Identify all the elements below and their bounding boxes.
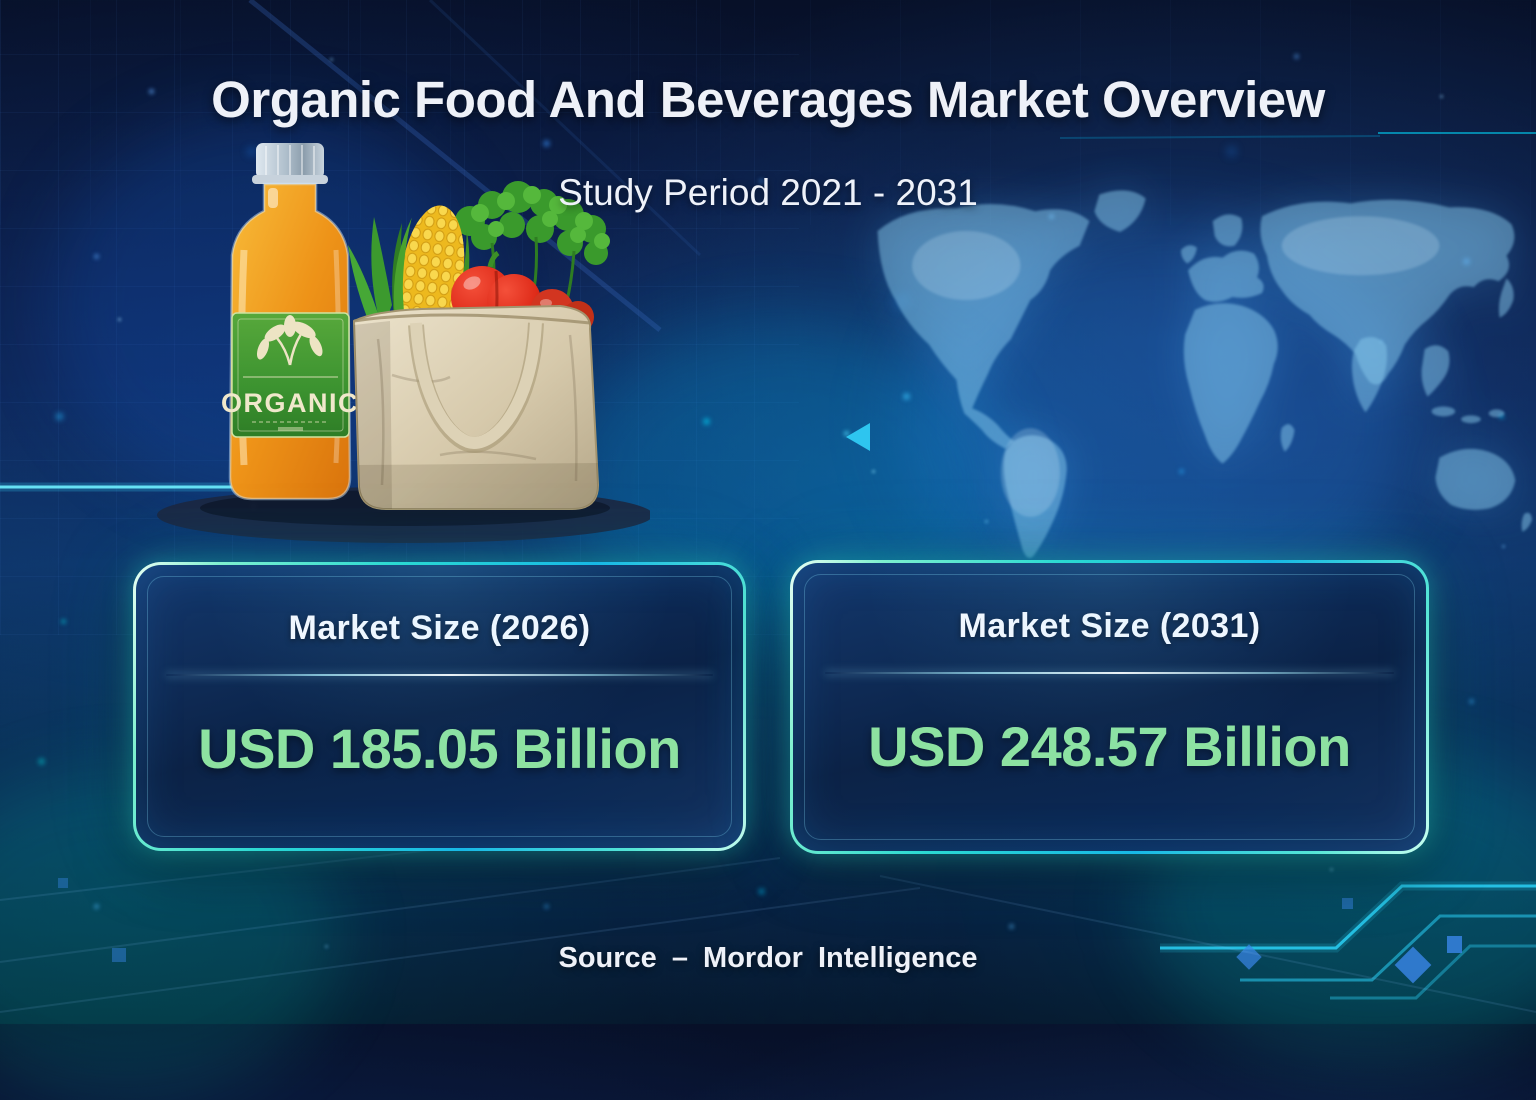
world-map-graphic (877, 190, 1533, 558)
card-value: USD 248.57 Billion (868, 715, 1351, 778)
market-size-2031-card: Market Size (2031) USD 248.57 Billion (790, 560, 1429, 854)
page-title: Organic Food And Beverages Market Overvi… (211, 71, 1325, 128)
study-period-subtitle: Study Period 2021 - 2031 (558, 172, 978, 213)
source-text: Source – Mordor Intelligence (558, 942, 978, 974)
blue-glow (900, 220, 1420, 620)
card-value: USD 185.05 Billion (198, 717, 681, 780)
market-size-2026-card: Market Size (2026) USD 185.05 Billion (133, 562, 746, 851)
bag-handle (410, 320, 542, 450)
card-label: Market Size (2031) (958, 607, 1261, 645)
card-divider (166, 674, 713, 676)
juice-bottle-graphic: ORGANIC (221, 143, 359, 501)
organic-label-text: ORGANIC (221, 388, 359, 418)
tote-bag-graphic (352, 304, 600, 510)
card-label: Market Size (2026) (288, 609, 591, 647)
organic-label: ORGANIC (221, 312, 359, 438)
leaf-icon (256, 315, 323, 366)
product-illustration: ORGANIC (157, 143, 650, 543)
card-divider (824, 672, 1395, 674)
